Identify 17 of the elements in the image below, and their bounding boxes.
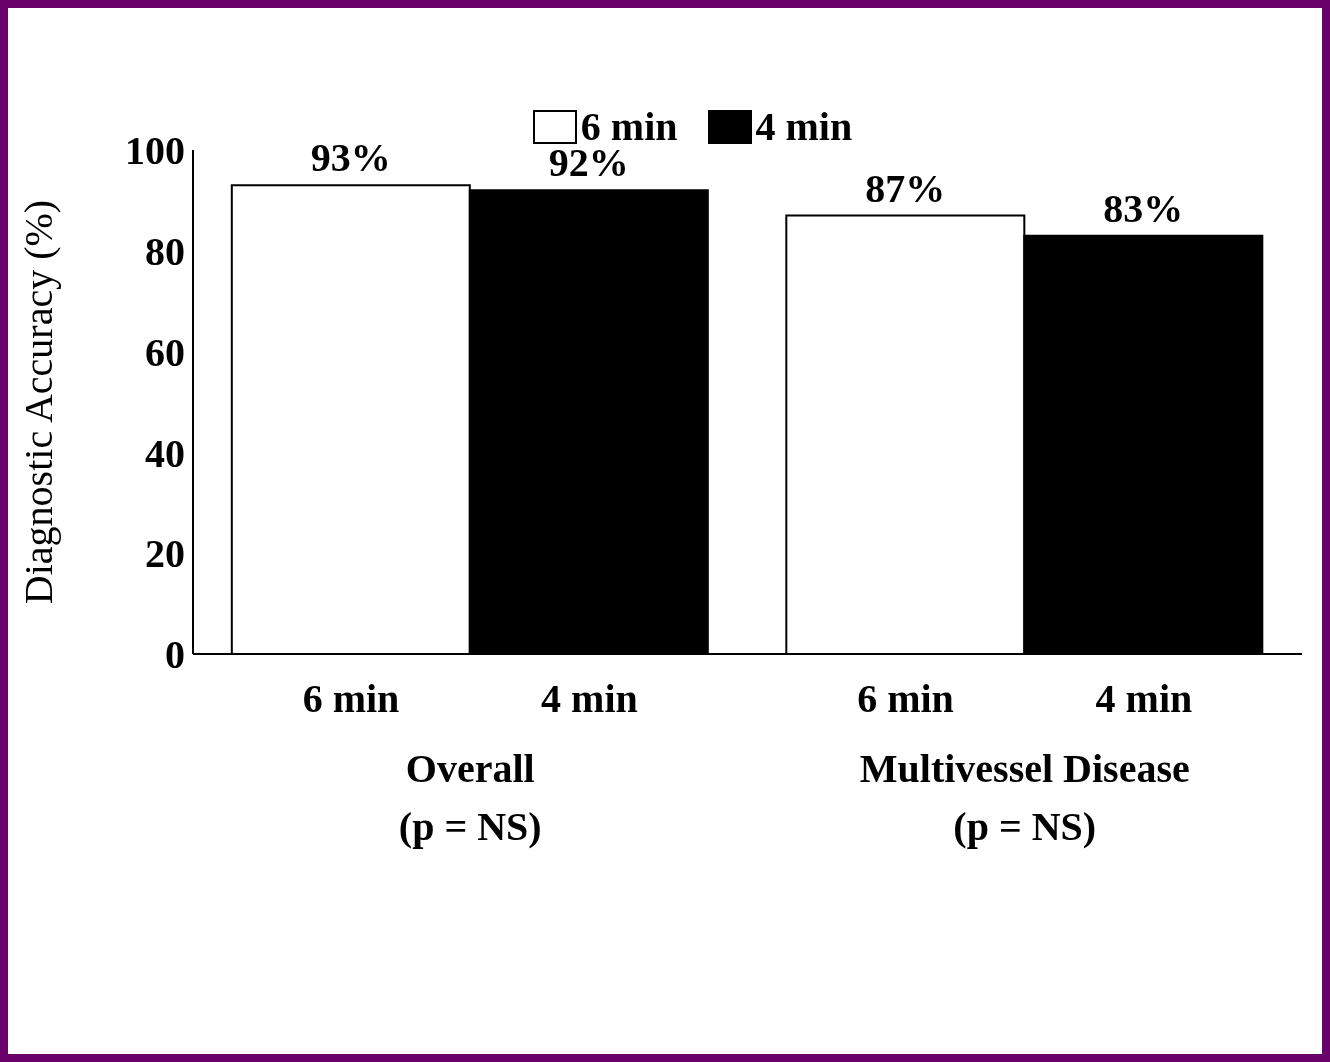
y-axis-title: Diagnostic Accuracy (%) [16, 199, 62, 605]
y-tick-label: 40 [145, 430, 185, 476]
y-tick-label: 60 [145, 329, 185, 375]
text: 6 min [302, 676, 400, 721]
text: 4 min [1095, 676, 1193, 721]
y-tick-label: 100 [125, 128, 185, 174]
text: 6 min [857, 676, 954, 721]
legend-label: 4 min [754, 103, 853, 150]
y-tick-label: 0 [165, 632, 185, 678]
data-label: 83% [1103, 185, 1184, 231]
x-tick-label: Multivessel Disease (p = NS) [859, 746, 1190, 849]
y-tick-label: 80 [145, 229, 185, 274]
y-tick-label: 20 [145, 531, 185, 577]
x-tick-label: Overall (p = NS) [398, 746, 542, 849]
text: 4 min [541, 676, 638, 721]
data-label: 93% [310, 135, 391, 181]
data-label: 87% [865, 165, 946, 211]
